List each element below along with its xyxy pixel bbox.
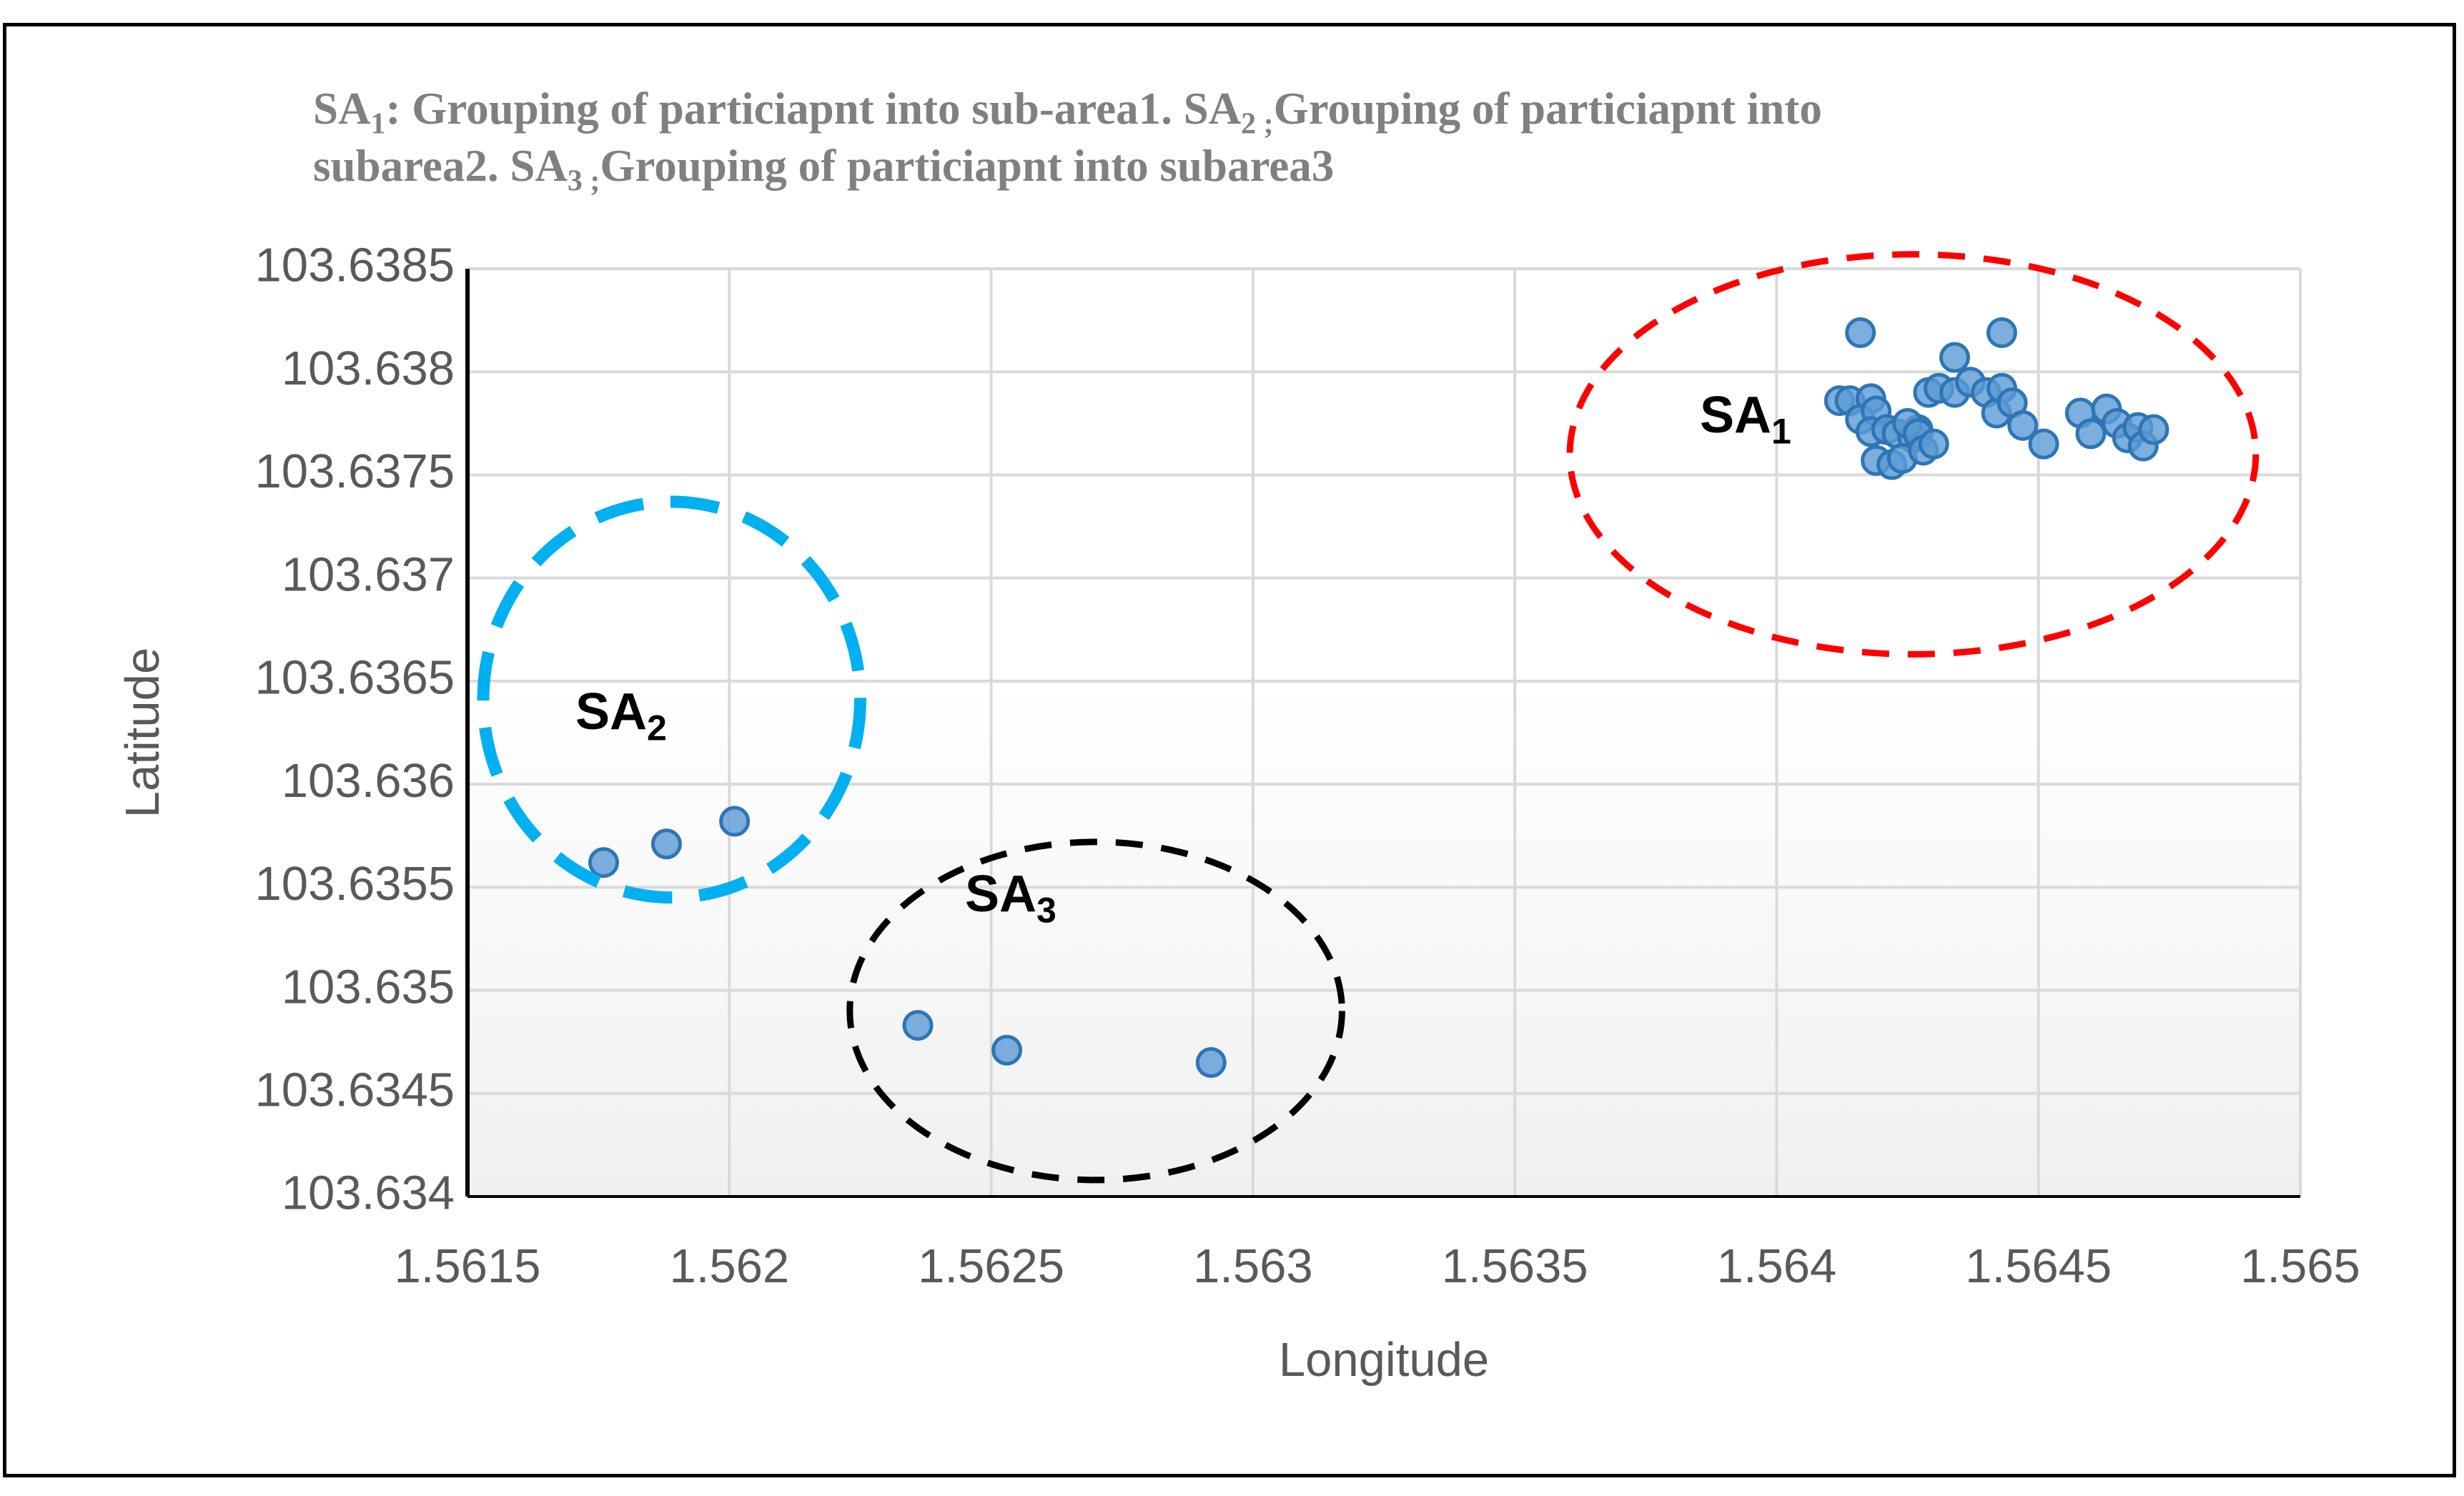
data-point bbox=[2075, 418, 2107, 450]
data-point bbox=[1845, 317, 1876, 348]
data-point bbox=[1986, 317, 2017, 348]
x-tick-label: 1.565 bbox=[2240, 1239, 2360, 1293]
y-axis-title: Latitude bbox=[116, 648, 169, 818]
data-point bbox=[902, 1010, 934, 1041]
data-point bbox=[2028, 428, 2059, 460]
cluster-label-sa1: SA1 bbox=[1700, 387, 1791, 452]
cluster-ellipse-sa3 bbox=[846, 838, 1345, 1184]
y-tick-label: 103.6385 bbox=[255, 239, 455, 292]
y-tick-label: 103.6355 bbox=[255, 857, 455, 911]
x-tick-label: 1.563 bbox=[1193, 1239, 1313, 1293]
y-tick-label: 103.636 bbox=[282, 754, 455, 808]
data-point bbox=[2138, 414, 2169, 445]
chart-title-line-1: SA1: Grouping of particiapnt into sub-ar… bbox=[313, 84, 1822, 141]
data-point bbox=[1939, 342, 1971, 373]
cluster-label-sa2: SA2 bbox=[575, 683, 667, 748]
y-tick-label: 103.635 bbox=[282, 960, 455, 1014]
chart-title-line-2: subarea2. SA3 ;Grouping of particiapnt i… bbox=[313, 141, 1335, 198]
data-point bbox=[588, 847, 619, 878]
y-tick-label: 103.634 bbox=[282, 1166, 455, 1220]
x-tick-label: 1.5615 bbox=[395, 1239, 541, 1293]
y-tick-label: 103.6345 bbox=[255, 1063, 455, 1116]
y-tick-label: 103.6375 bbox=[255, 445, 455, 498]
y-tick-label: 103.637 bbox=[282, 548, 455, 601]
x-tick-label: 1.5635 bbox=[1442, 1239, 1588, 1293]
x-tick-label: 1.5645 bbox=[1965, 1239, 2112, 1293]
x-tick-label: 1.564 bbox=[1717, 1239, 1837, 1293]
data-point bbox=[1195, 1047, 1227, 1079]
cluster-ellipse-sa2 bbox=[477, 495, 866, 904]
data-point bbox=[650, 828, 682, 860]
data-point bbox=[1918, 428, 1949, 460]
x-tick-label: 1.5625 bbox=[918, 1239, 1064, 1293]
data-point bbox=[2007, 410, 2039, 441]
data-point bbox=[719, 806, 751, 837]
x-axis-title: Longitude bbox=[1279, 1333, 1489, 1387]
cluster-label-sa3: SA3 bbox=[965, 866, 1057, 931]
cluster-ellipse-sa1 bbox=[1566, 251, 2260, 658]
data-point bbox=[991, 1034, 1023, 1066]
y-tick-label: 103.638 bbox=[282, 342, 455, 395]
y-tick-label: 103.6365 bbox=[255, 651, 455, 705]
x-tick-label: 1.562 bbox=[669, 1239, 789, 1293]
